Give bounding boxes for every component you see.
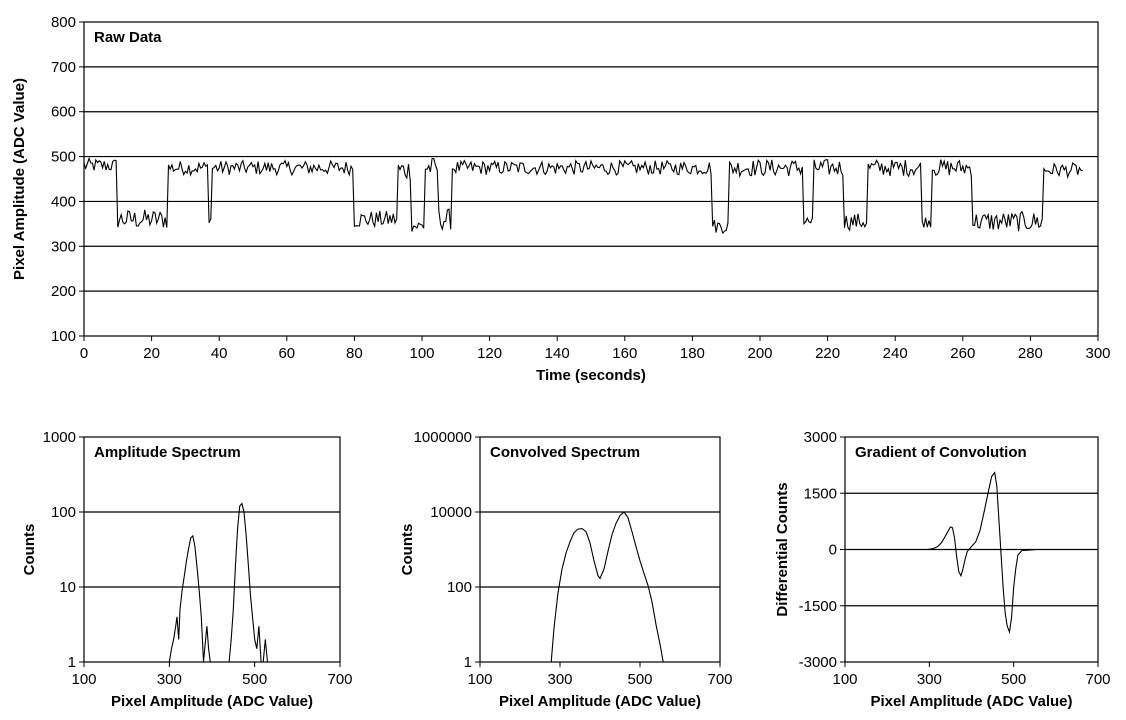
x-tick-label: 300 — [1085, 345, 1110, 362]
y-tick-label: 10000 — [430, 504, 472, 521]
y-tick-label: 500 — [51, 149, 76, 166]
x-tick-label: 40 — [211, 345, 228, 362]
y-tick-label: 100 — [447, 579, 472, 596]
y-axis-label: Counts — [399, 524, 416, 576]
series-line — [550, 511, 664, 663]
x-tick-label: 300 — [157, 671, 182, 688]
y-tick-label: 400 — [51, 193, 76, 210]
plot-frame — [479, 436, 721, 663]
x-tick-label: 180 — [680, 345, 705, 362]
x-tick-label: 140 — [545, 345, 570, 362]
y-tick-label: 0 — [829, 542, 837, 559]
x-tick-label: 500 — [242, 671, 267, 688]
x-tick-label: 700 — [707, 671, 732, 688]
plot-frame — [83, 436, 341, 663]
x-axis-label: Pixel Amplitude (ADC Value) — [499, 693, 701, 710]
x-tick-label: 200 — [747, 345, 772, 362]
chart-title: Amplitude Spectrum — [94, 444, 241, 461]
x-tick-label: 500 — [627, 671, 652, 688]
x-tick-label: 60 — [278, 345, 295, 362]
raw-data-chart: 100 200 300 400 500 600 700 800 0 20 40 60 80 100 120 1… — [11, 14, 1111, 384]
x-axis-label: Pixel Amplitude (ADC Value) — [871, 693, 1073, 710]
chart-title: Gradient of Convolution — [855, 444, 1027, 461]
gradient-of-convolution-chart: -3000 -1500 0 1500 3000 100 300 500 700 Pixel Amp… — [774, 429, 1111, 710]
y-tick-label: 100 — [51, 328, 76, 345]
x-tick-label: 80 — [346, 345, 363, 362]
series-line — [83, 156, 1083, 235]
x-tick-label: 220 — [815, 345, 840, 362]
x-tick-label: 20 — [143, 345, 160, 362]
x-tick-label: 260 — [950, 345, 975, 362]
y-tick-label: 600 — [51, 104, 76, 121]
x-axis-label: Time (seconds) — [536, 367, 646, 384]
y-axis-label: Pixel Amplitude (ADC Value) — [11, 78, 28, 280]
y-tick-label: 1000000 — [414, 429, 472, 446]
x-axis-label: Pixel Amplitude (ADC Value) — [111, 693, 313, 710]
x-tick-label: 100 — [832, 671, 857, 688]
chart-title: Convolved Spectrum — [490, 444, 640, 461]
y-tick-label: 1500 — [804, 485, 837, 502]
x-tick-label: 240 — [883, 345, 908, 362]
y-axis-label: Differential Counts — [774, 482, 791, 616]
y-tick-label: 3000 — [804, 429, 837, 446]
y-tick-label: 200 — [51, 283, 76, 300]
chart-title: Raw Data — [94, 29, 162, 46]
y-tick-label: 1000 — [43, 429, 76, 446]
plot-frame — [83, 21, 1099, 337]
y-tick-label: 800 — [51, 14, 76, 31]
x-tick-label: 700 — [327, 671, 352, 688]
x-tick-label: 120 — [477, 345, 502, 362]
y-tick-label: 1 — [68, 654, 76, 671]
x-tick-label: 100 — [409, 345, 434, 362]
y-tick-label: 700 — [51, 59, 76, 76]
x-tick-label: 280 — [1018, 345, 1043, 362]
x-tick-label: 100 — [71, 671, 96, 688]
series-line — [927, 471, 1035, 635]
y-tick-label: 300 — [51, 238, 76, 255]
y-axis-label: Counts — [21, 524, 38, 576]
amplitude-spectrum-chart: 1 10 100 1000 100 300 500 700 Pixel Amplitude (A… — [21, 429, 353, 710]
series-line — [168, 502, 269, 663]
x-tick-label: 100 — [467, 671, 492, 688]
x-tick-label: 700 — [1085, 671, 1110, 688]
y-tick-label: 10 — [59, 579, 76, 596]
x-tick-label: 0 — [80, 345, 88, 362]
y-tick-label: 1 — [464, 654, 472, 671]
y-tick-label: -1500 — [799, 598, 837, 615]
y-tick-label: 100 — [51, 504, 76, 521]
x-tick-label: 300 — [547, 671, 572, 688]
x-tick-label: 500 — [1001, 671, 1026, 688]
y-tick-label: -3000 — [799, 654, 837, 671]
x-tick-label: 300 — [917, 671, 942, 688]
x-tick-label: 160 — [612, 345, 637, 362]
